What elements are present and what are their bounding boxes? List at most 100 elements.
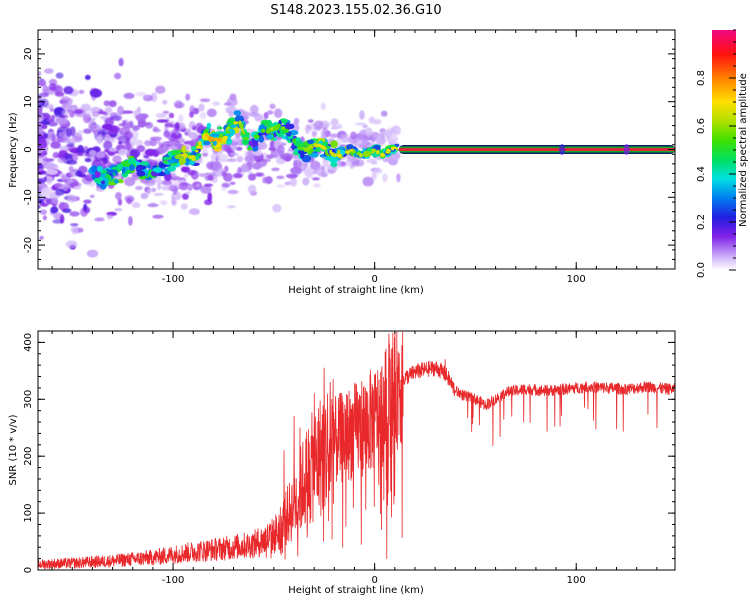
spectrogram-noise-blob (45, 162, 56, 171)
spectrogram-ridge-blob (189, 160, 195, 166)
spectrogram-noise-blob (164, 122, 173, 128)
spectrogram-noise-blob (329, 133, 338, 138)
spectrogram-ridge-blob (117, 179, 124, 184)
spectrogram-noise-blob (46, 118, 55, 123)
spectrogram-noise-blob (392, 153, 400, 159)
spectrogram-noise-blob (48, 83, 57, 91)
snr-frame (37, 330, 676, 571)
spectrogram-noise-blob (230, 141, 239, 146)
spectrogram-noise-blob (158, 142, 164, 148)
y-tick-label: 0 (23, 567, 34, 573)
y-tick-label: 0 (23, 146, 34, 152)
spectrogram-noise-blob (160, 199, 168, 206)
spectrogram-ridge-blob (330, 161, 338, 168)
spectrogram-noise-blob (122, 110, 134, 114)
spectrogram-noise-blob (263, 112, 269, 119)
spectrogram-ridge-blob (315, 146, 321, 153)
spectrogram-noise-blob (390, 158, 395, 164)
spectrogram-ridge-blob (339, 149, 347, 155)
spectrogram-noise-blob (226, 147, 233, 154)
spectrogram-ridge-core (233, 121, 239, 125)
spectrogram-noise-blob (230, 152, 239, 157)
spectrogram-noise-blob (143, 155, 150, 159)
spectrogram-noise-blob (70, 224, 79, 235)
spectrogram-noise-blob (63, 86, 74, 95)
spectrogram-noise-blob (173, 100, 183, 109)
spectrogram-ridge-blob (206, 122, 212, 129)
spectrogram-noise-blob (56, 153, 67, 158)
spectrogram-noise-blob (66, 146, 78, 152)
spectrogram-ridge-blob (328, 156, 339, 164)
spectrogram-noise-blob (139, 113, 149, 119)
spectrogram-noise-blob (94, 217, 105, 222)
x-tick-label: 0 (371, 575, 377, 586)
spectrogram-ridge-blob (116, 163, 124, 171)
spectrogram-noise-blob (103, 140, 113, 150)
spectrogram-ridge-blob (114, 179, 119, 184)
spectrogram-ridge-blob (167, 159, 176, 164)
spectrogram-ridge-core (254, 135, 260, 139)
spectrogram-noise-blob (144, 148, 156, 157)
spectrogram-noise-blob (195, 183, 200, 188)
spectrogram-noise-blob (382, 158, 390, 163)
spectrogram-noise-blob (52, 219, 63, 224)
spectrogram-ridge-blob (174, 154, 181, 159)
spectrogram-noise-blob (226, 158, 237, 162)
spectrogram-ridge-blob (152, 167, 163, 173)
spectrogram-noise-blob (277, 144, 285, 154)
spectrogram-noise-blob (237, 166, 242, 174)
y-tick-label: -10 (23, 189, 34, 205)
spectrogram-noise-blob (362, 176, 374, 187)
spectrogram-noise-blob (380, 110, 388, 117)
spectrogram-noise-blob (221, 183, 231, 188)
spectrogram-noise-blob (77, 130, 83, 136)
spectrogram-noise-blob (152, 214, 164, 219)
spectrogram-noise-blob (142, 95, 150, 99)
spectrogram-noise-blob (83, 199, 92, 204)
spectrogram-ridge-core (356, 152, 361, 156)
y-tick-label: 10 (23, 95, 34, 108)
spectrogram-ridge-core (363, 152, 368, 158)
spectrogram-noise-blob (371, 171, 377, 180)
spectrogram-noise-blob (89, 194, 95, 198)
spectrogram-noise-blob (187, 169, 196, 176)
spectrogram-ridge-blob (167, 165, 176, 172)
y-tick-label: 200 (23, 447, 34, 466)
spectrogram-noise-blob (180, 203, 188, 210)
y-tick-label: -20 (23, 237, 34, 253)
spectrogram-noise-blob (38, 163, 44, 169)
spectrogram-noise-blob (171, 173, 177, 177)
spectrogram-noise-blob (189, 111, 194, 118)
spectrogram-noise-blob (38, 107, 42, 117)
spectrogram-ridge-blob (234, 115, 245, 123)
spectrogram-noise-blob (189, 140, 195, 147)
spectrogram-ridge-core (330, 152, 336, 157)
spectrogram-noise-blob (388, 134, 398, 144)
spectrogram-ridge-blob (301, 154, 312, 163)
spectrogram-ridge-core (197, 141, 202, 146)
x-tick-label: 0 (371, 274, 377, 285)
spectrogram-noise-blob (307, 119, 314, 123)
spectrogram-ridge-blob (217, 126, 223, 130)
spectrogram-ridge-core (337, 153, 343, 158)
spectrogram-noise-blob (101, 123, 113, 131)
spectrogram-noise-blob (172, 200, 177, 206)
spectrogram-ridge-core (284, 129, 289, 134)
spectrogram-noise-blob (58, 146, 69, 151)
spectrogram-noise-blob (112, 155, 122, 164)
spectrogram-ridge-core (196, 145, 201, 149)
spectrogram-noise-blob (258, 143, 268, 150)
x-tick-label: 100 (567, 274, 586, 285)
spectrogram-noise-blob (320, 165, 326, 172)
spectrogram-noise-blob (153, 192, 164, 196)
spectrogram-ridge-blob (203, 140, 211, 146)
spectrogram-noise-blob (281, 152, 293, 161)
spectrogram-noise-blob (311, 130, 317, 138)
spectrogram-noise-blob (212, 101, 221, 106)
spectrogram-ridge-core (359, 153, 363, 158)
spectrogram-noise-blob (178, 114, 184, 123)
spectrogram-ridge-blob (310, 152, 319, 158)
spectrogram-noise-blob (118, 148, 127, 156)
spectrogram-noise-blob (314, 166, 321, 173)
